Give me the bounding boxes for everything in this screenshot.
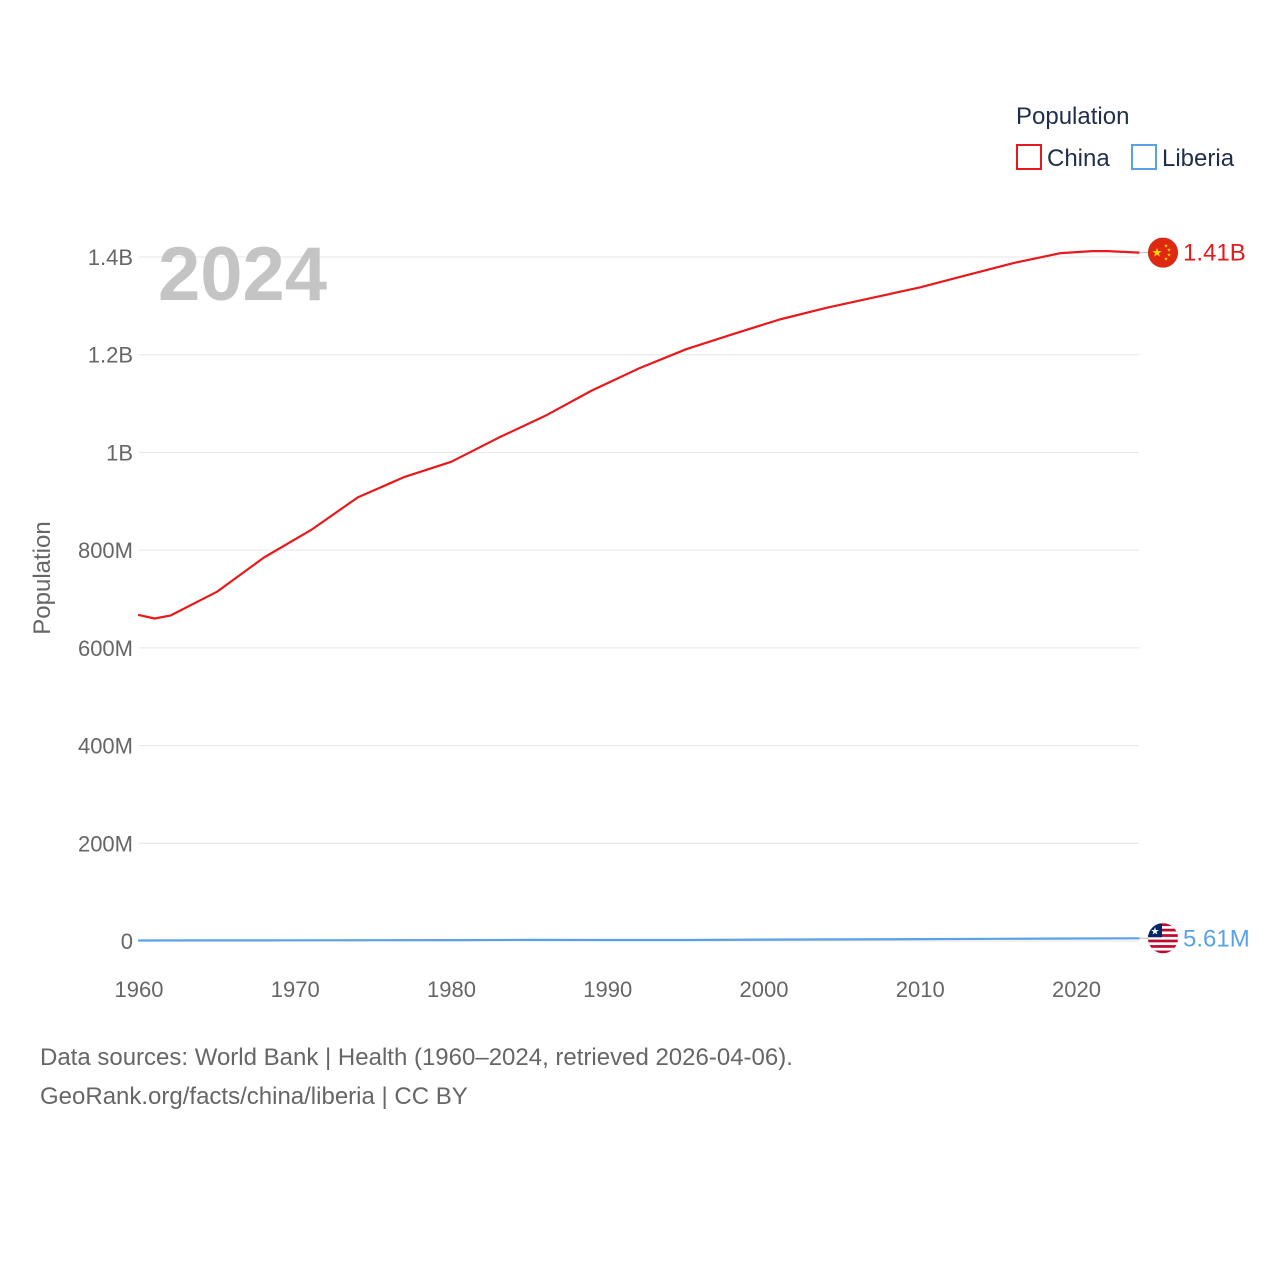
series-line-china[interactable] — [137, 250, 1141, 620]
legend-swatch-liberia — [1131, 144, 1157, 170]
legend-item-liberia[interactable]: Liberia — [1131, 144, 1235, 172]
svg-text:★: ★ — [1164, 244, 1169, 250]
y-tick-label: 1B — [106, 440, 133, 465]
x-tick-label: 1970 — [271, 977, 320, 1002]
series-lines — [137, 250, 1141, 942]
y-tick-label: 1.2B — [88, 343, 133, 368]
legend-label-liberia: Liberia — [1162, 145, 1235, 172]
y-tick-label: 400M — [78, 734, 133, 759]
x-axis-ticks: 1960 1970 1980 1990 2000 2010 2020 — [115, 977, 1101, 1002]
y-axis-title: Population — [29, 521, 56, 634]
x-tick-label: 1980 — [427, 977, 476, 1002]
x-tick-label: 2010 — [896, 977, 945, 1002]
liberia-flag-icon: ★ — [1147, 922, 1179, 954]
svg-text:★: ★ — [1164, 257, 1169, 263]
end-value-label-china: 1.41B — [1183, 240, 1246, 267]
y-tick-label: 200M — [78, 831, 133, 856]
y-tick-label: 1.4B — [88, 245, 133, 270]
legend-swatch-china — [1016, 144, 1042, 170]
legend-item-china[interactable]: China — [1016, 144, 1110, 172]
svg-text:★: ★ — [1167, 248, 1172, 254]
legend-label-china: China — [1047, 145, 1110, 172]
x-tick-label: 1960 — [115, 977, 164, 1002]
x-tick-label: 2000 — [740, 977, 789, 1002]
x-tick-label: 2020 — [1052, 977, 1101, 1002]
y-tick-label: 600M — [78, 636, 133, 661]
legend-title: Population — [1016, 103, 1129, 130]
legend: Population China Liberia — [1016, 103, 1235, 172]
svg-text:★: ★ — [1152, 246, 1163, 260]
grid-lines — [139, 256, 1139, 942]
end-value-label-liberia: 5.61M — [1183, 925, 1250, 952]
series-end-markers: ★ ★★★★ 1.41B★ 5.61M — [1139, 237, 1250, 954]
source-link[interactable]: GeoRank.org/facts/china/liberia | CC BY — [40, 1083, 468, 1110]
y-axis-ticks: 0 200M 400M 600M 800M 1B 1.2B 1.4B — [78, 245, 133, 954]
china-flag-icon: ★ ★★★★ — [1147, 237, 1179, 269]
series-line-liberia[interactable] — [137, 937, 1141, 942]
svg-text:★: ★ — [1167, 253, 1172, 259]
svg-text:★: ★ — [1151, 926, 1160, 937]
y-tick-label: 0 — [121, 929, 133, 954]
x-tick-label: 1990 — [583, 977, 632, 1002]
source-note: Data sources: World Bank | Health (1960–… — [40, 1044, 793, 1071]
y-tick-label: 800M — [78, 538, 133, 563]
year-label: 2024 — [158, 232, 327, 317]
